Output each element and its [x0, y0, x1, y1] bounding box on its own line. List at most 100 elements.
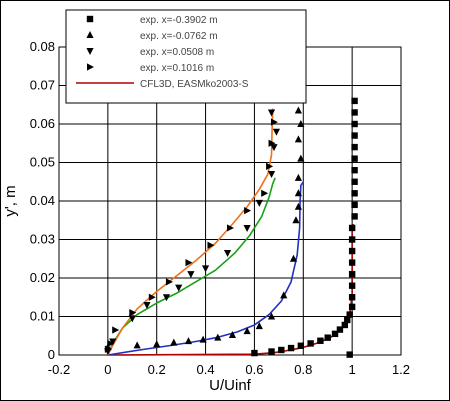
exp-point-series-1 [348, 270, 356, 278]
legend-entry-label: exp. x=0.1016 m [140, 63, 214, 74]
exp-point-series-2 [214, 333, 222, 341]
exp-point-series-1 [346, 311, 353, 318]
exp-point-series-1 [351, 120, 358, 128]
legend-marker-square [86, 15, 94, 23]
x-tick-label: 0.2 [148, 362, 166, 377]
exp-point-series-2 [267, 312, 276, 320]
exp-point-series-1 [336, 326, 344, 333]
exp-point-series-4 [129, 309, 137, 317]
exp-point-series-2 [228, 330, 237, 338]
x-tick-label: 0.4 [197, 362, 215, 377]
exp-point-series-1 [287, 344, 295, 352]
exp-point-series-3 [201, 265, 210, 273]
exp-point-series-1 [351, 201, 358, 209]
exp-point-series-2 [297, 120, 305, 127]
exp-point-series-4 [227, 224, 234, 232]
exp-point-series-1 [348, 294, 356, 301]
exp-point-series-3 [187, 271, 195, 279]
x-tick-label: -0.2 [48, 362, 70, 377]
x-axis-label: U/Uinf [209, 377, 252, 394]
exp-point-series-2 [199, 335, 207, 343]
x-tick-label: 0.6 [245, 362, 263, 377]
exp-point-series-2 [243, 327, 251, 335]
exp-point-series-1 [324, 334, 331, 341]
exp-point-series-3 [175, 284, 183, 292]
exp-point-series-4 [112, 326, 120, 334]
exp-point-series-3 [267, 171, 276, 179]
legend-marker-triangle-up [86, 31, 94, 38]
exp-point-series-1 [348, 236, 356, 243]
exp-point-series-3 [270, 144, 278, 152]
exp-point-series-1 [297, 342, 305, 349]
exp-point-series-2 [297, 154, 305, 162]
cfd-line-series-3 [107, 177, 276, 356]
exp-point-series-3 [243, 224, 251, 232]
exp-point-series-1 [348, 224, 356, 232]
exp-point-series-2 [294, 106, 302, 114]
exp-point-series-2 [292, 216, 300, 224]
exp-point-series-4 [268, 139, 276, 147]
exp-point-series-4 [148, 293, 156, 301]
exp-point-series-1 [331, 330, 339, 338]
legend-entry-label: CFL3D, EASMko2003-S [140, 79, 249, 90]
exp-point-series-2 [280, 291, 288, 299]
exp-point-series-1 [351, 132, 358, 139]
exp-point-series-2 [294, 202, 302, 210]
exp-point-series-4 [207, 241, 215, 249]
exp-point-series-1 [348, 303, 356, 311]
x-tick-label: 0 [104, 362, 111, 377]
exp-point-series-4 [266, 162, 274, 170]
exp-point-series-3 [267, 109, 276, 117]
exp-point-series-1 [268, 348, 275, 355]
exp-point-series-2 [289, 254, 298, 262]
exp-point-series-2 [170, 338, 178, 346]
legend: exp. x=-0.3902 m exp. x=-0.0762 m exp. x=0… [65, 9, 307, 104]
exp-point-series-2 [255, 322, 263, 330]
exp-point-series-3 [255, 199, 263, 207]
exp-point-series-1 [351, 167, 358, 174]
exp-point-series-1 [346, 351, 353, 358]
exp-point-series-1 [351, 155, 358, 162]
exp-point-series-1 [351, 213, 358, 220]
exp-point-series-1 [348, 282, 356, 289]
x-tick-label: 0.8 [294, 362, 312, 377]
exp-point-series-1 [351, 190, 358, 197]
legend-entry-label: exp. x=-0.3902 m [140, 15, 218, 26]
exp-point-series-1 [351, 178, 358, 185]
exp-point-series-2 [294, 135, 302, 143]
exp-point-series-2 [294, 189, 302, 197]
x-tick-label: 1 [349, 362, 356, 377]
exp-point-series-2 [153, 340, 161, 348]
exp-point-series-3 [109, 338, 117, 346]
exp-point-series-1 [341, 321, 349, 329]
y-tick-label: 0.03 [30, 232, 55, 247]
exp-point-series-1 [348, 247, 356, 255]
legend-marker-triangle-right [87, 63, 94, 71]
exp-point-series-4 [165, 278, 173, 286]
exp-point-series-3 [128, 315, 136, 323]
exp-point-series-2 [184, 337, 193, 345]
x-tick-label: 1.2 [392, 362, 410, 377]
legend-marker-triangle-down [86, 48, 94, 55]
exp-point-series-1 [351, 109, 358, 116]
exp-point-series-3 [223, 249, 232, 257]
exp-point-series-2 [294, 173, 302, 181]
exp-point-series-1 [307, 340, 314, 347]
exp-point-series-1 [348, 259, 356, 266]
y-tick-label: 0.07 [30, 78, 55, 93]
legend-box [65, 9, 307, 104]
exp-point-series-4 [244, 207, 252, 215]
y-tick-label: 0.08 [30, 39, 55, 54]
exp-point-series-3 [272, 128, 281, 136]
y-tick-label: 0 [48, 347, 55, 362]
y-tick-label: 0.01 [30, 309, 55, 324]
y-tick-label: 0.04 [30, 193, 55, 208]
exp-point-series-4 [107, 339, 115, 348]
exp-point-series-3 [162, 294, 171, 302]
exp-point-series-1 [344, 316, 351, 324]
y-tick-label: 0.05 [30, 155, 55, 170]
legend-entry-label: exp. x=0.0508 m [140, 47, 214, 58]
y-axis-label: y', m [2, 185, 19, 216]
exp-point-series-4 [261, 189, 269, 197]
exp-point-series-1 [251, 349, 258, 357]
